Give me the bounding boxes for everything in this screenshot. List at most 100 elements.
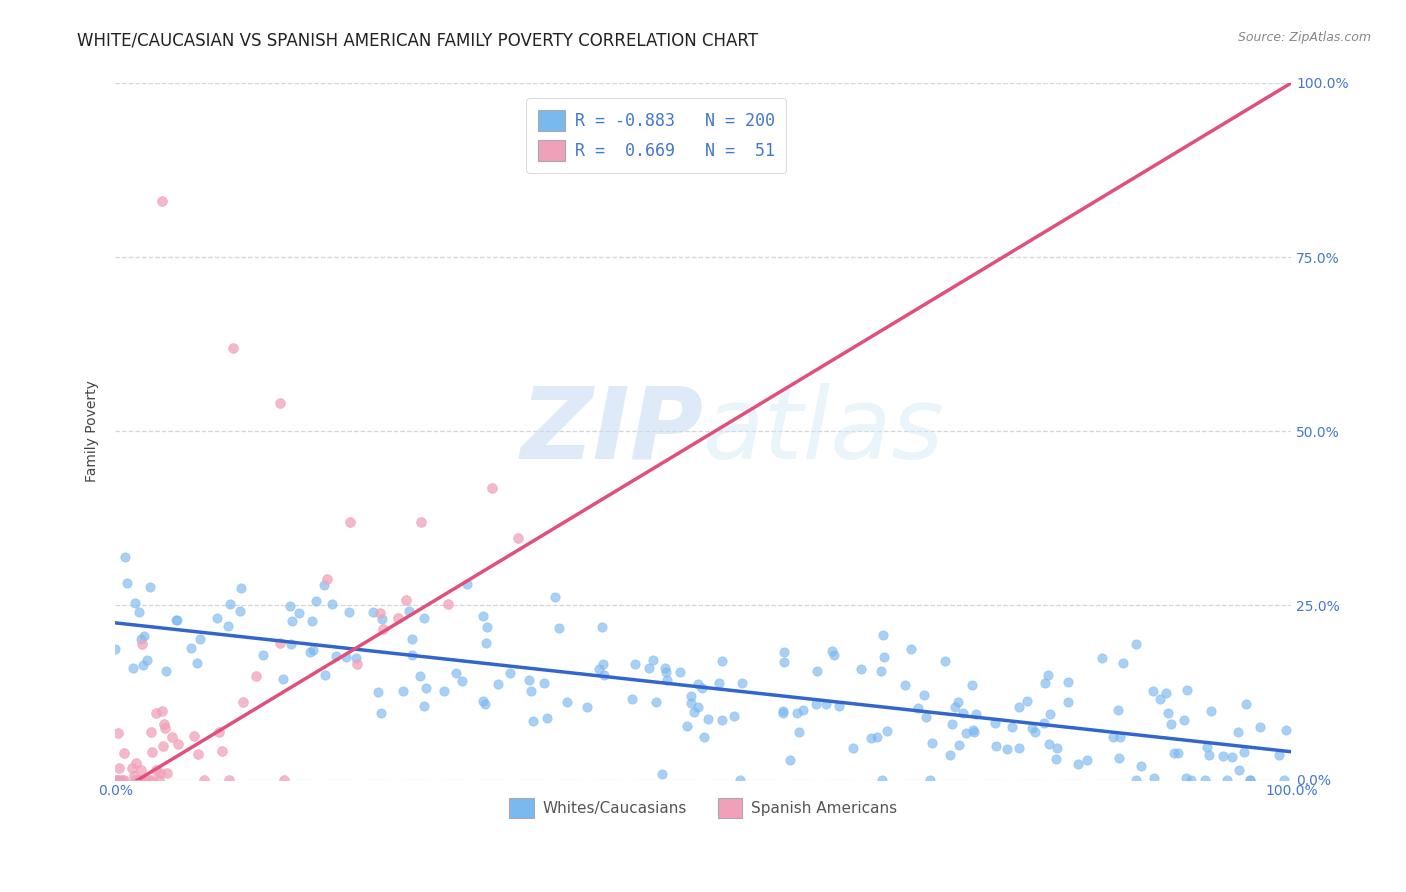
Point [139,580,162,594]
Point [1125,772,1147,787]
Point [433,683,456,698]
Point [1107,703,1129,717]
Point [392,684,415,698]
Point [371,622,394,636]
Point [1032,715,1054,730]
Point [232,695,254,709]
Point [654,661,676,675]
Point [186,657,208,671]
Point [1045,741,1067,756]
Point [499,665,522,680]
Point [508,531,530,545]
Point [346,657,368,671]
Point [1227,763,1250,777]
Point [337,605,360,619]
Point [472,694,495,708]
Point [592,657,614,672]
Point [1249,719,1271,733]
Point [486,677,509,691]
Point [779,753,801,767]
Point [682,705,704,719]
Point [371,612,394,626]
Point [592,668,614,682]
Point [806,664,828,678]
Point [456,577,478,591]
Point [912,688,935,702]
Point [686,699,709,714]
Point [641,653,664,667]
Point [273,772,295,787]
Point [344,650,367,665]
Point [517,673,540,688]
Point [1008,741,1031,756]
Point [1227,724,1250,739]
Point [1198,748,1220,763]
Point [107,726,129,740]
Point [814,698,837,712]
Point [651,766,673,780]
Point [730,772,752,787]
Point [361,605,384,619]
Point [280,637,302,651]
Point [1233,745,1256,759]
Point [145,706,167,721]
Point [155,664,177,678]
Point [772,704,794,718]
Point [321,597,343,611]
Point [1108,751,1130,765]
Point [1057,675,1080,690]
Point [1039,706,1062,721]
Point [395,593,418,607]
Point [325,648,347,663]
Point [1267,748,1289,763]
Point [273,672,295,686]
Point [127,772,149,787]
Point [335,650,357,665]
Point [522,714,544,728]
Point [205,611,228,625]
Point [915,710,938,724]
Point [305,593,328,607]
Point [211,744,233,758]
Point [1175,683,1198,698]
Point [229,604,252,618]
Point [132,658,155,673]
Point [962,723,984,737]
Point [108,761,131,775]
Point [1008,700,1031,714]
Point [1142,683,1164,698]
Point [401,648,423,663]
Point [686,676,709,690]
Point [1036,668,1059,682]
Point [166,613,188,627]
Point [555,695,578,709]
Point [655,665,678,680]
Point [638,661,661,675]
Point [983,716,1005,731]
Point [193,772,215,787]
Point [548,621,571,635]
Point [112,746,135,760]
Point [301,642,323,657]
Point [821,643,844,657]
Point [231,581,253,595]
Point [1175,771,1198,785]
Point [124,769,146,783]
Point [117,575,139,590]
Point [1021,721,1043,735]
Point [1239,772,1261,787]
Point [135,653,157,667]
Point [401,632,423,646]
Point [112,772,135,787]
Point [1067,756,1090,771]
Point [114,549,136,564]
Point [398,604,420,618]
Point [187,747,209,761]
Point [437,598,460,612]
Point [370,706,392,720]
Point [841,740,863,755]
Point [1234,697,1257,711]
Point [312,578,335,592]
Point [804,697,827,711]
Point [679,690,702,704]
